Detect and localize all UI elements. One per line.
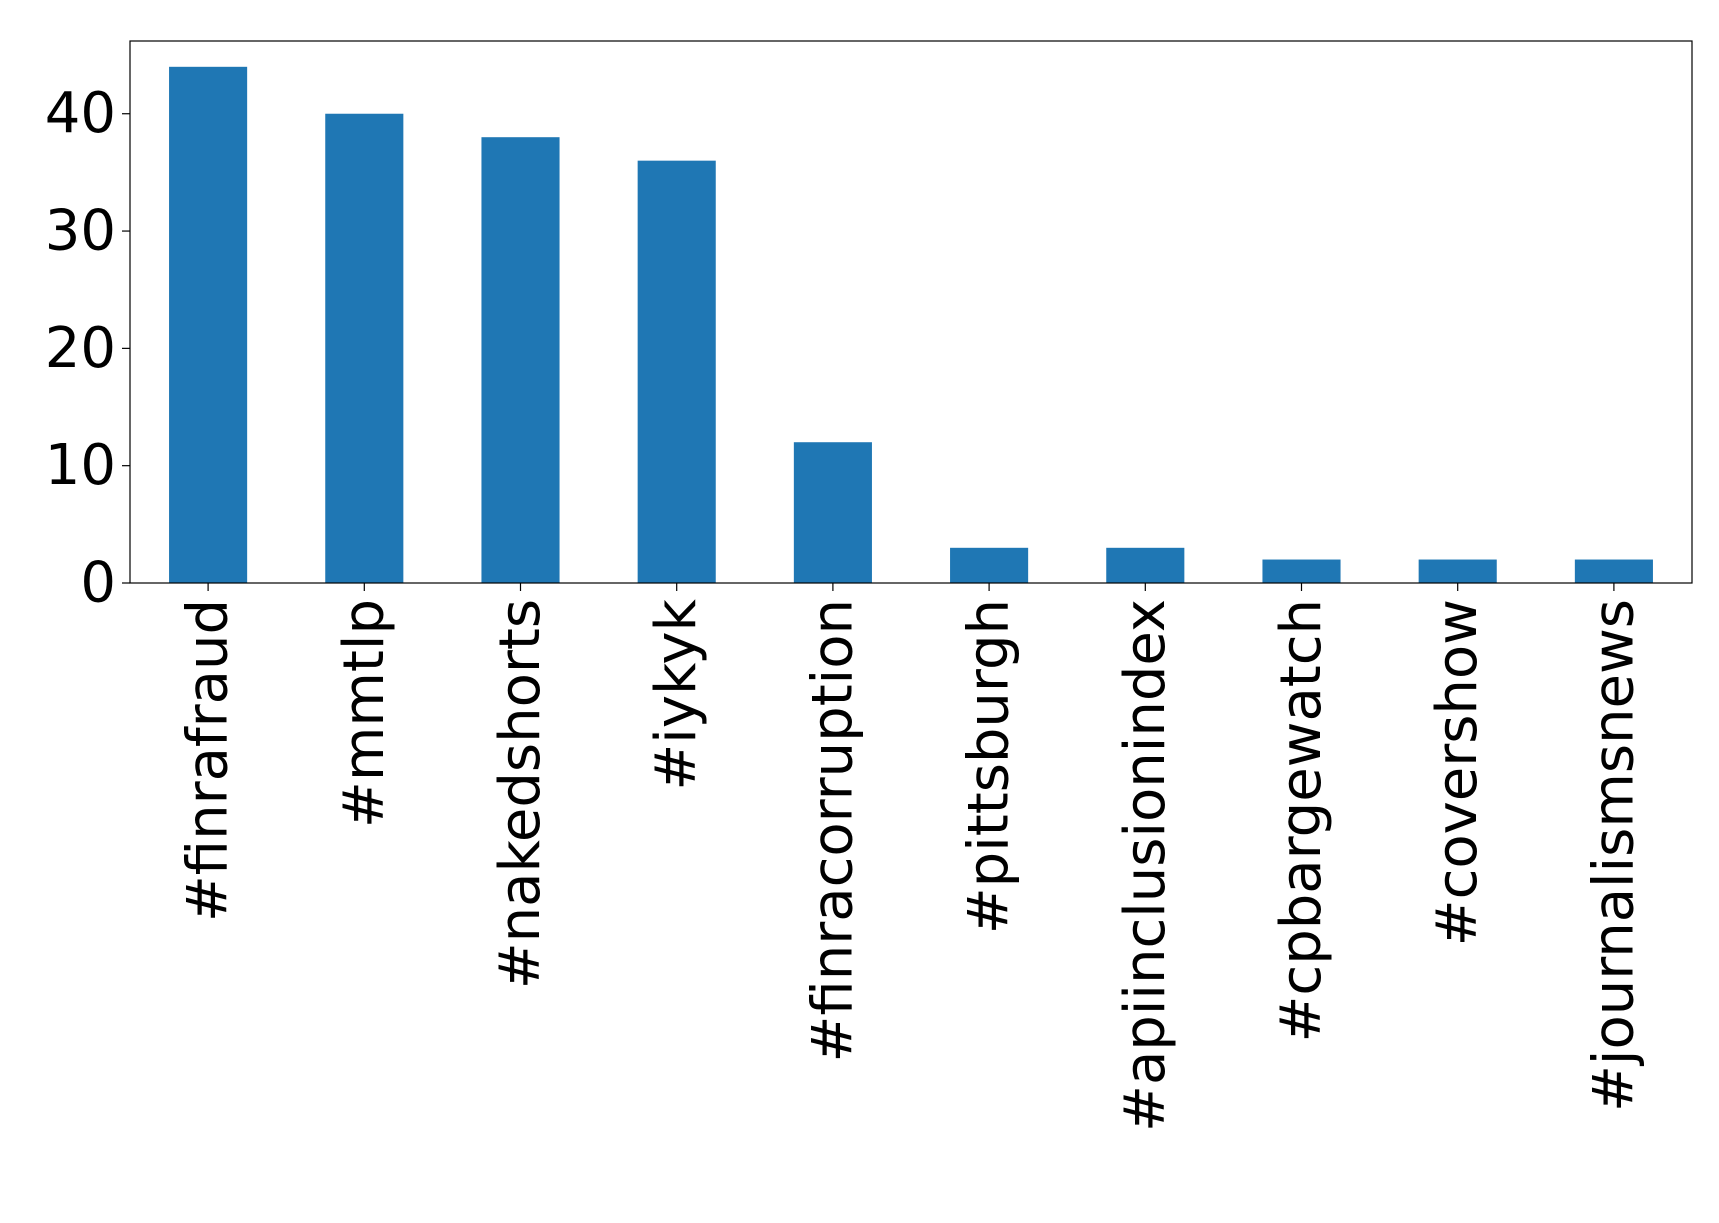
plot-frame bbox=[129, 40, 1693, 584]
y-tick-label: 20 bbox=[45, 316, 116, 381]
bar-mmtlp bbox=[325, 113, 404, 583]
bars-group bbox=[169, 66, 1653, 584]
x-tick-label: #iykyk bbox=[644, 598, 709, 790]
bar-covershow bbox=[1418, 559, 1497, 583]
x-tick-label: #pittsburgh bbox=[957, 599, 1022, 934]
bar-nakedshorts bbox=[481, 137, 560, 583]
x-axis: #finrafraud #mmtlp #nakedshorts #iykyk #finr… bbox=[176, 583, 1646, 1132]
bar-iykyk bbox=[637, 160, 716, 583]
y-axis: 0 10 20 30 40 bbox=[45, 81, 130, 616]
x-tick-label: #apiinclusionindex bbox=[1113, 599, 1178, 1132]
bar-journalismsnews bbox=[1574, 559, 1653, 583]
bar-pittsburgh bbox=[950, 547, 1029, 583]
bar-finracorruption bbox=[793, 442, 872, 583]
y-tick-label: 10 bbox=[45, 433, 116, 498]
y-tick-label: 40 bbox=[45, 81, 116, 146]
x-tick-label: #finrafraud bbox=[176, 599, 241, 922]
bar-apiinclusionindex bbox=[1106, 547, 1185, 583]
y-tick-label: 0 bbox=[80, 551, 116, 616]
x-tick-label: #nakedshorts bbox=[488, 599, 553, 989]
y-tick-label: 30 bbox=[45, 199, 116, 264]
x-tick-label: #cpbargewatch bbox=[1269, 599, 1334, 1043]
bar-finrafraud bbox=[169, 66, 248, 584]
bar-cpbargewatch bbox=[1262, 559, 1341, 583]
x-tick-label: #mmtlp bbox=[332, 599, 397, 828]
x-tick-label: #journalismsnews bbox=[1581, 599, 1646, 1112]
x-tick-label: #covershow bbox=[1425, 599, 1490, 946]
x-tick-label: #finracorruption bbox=[800, 599, 865, 1062]
